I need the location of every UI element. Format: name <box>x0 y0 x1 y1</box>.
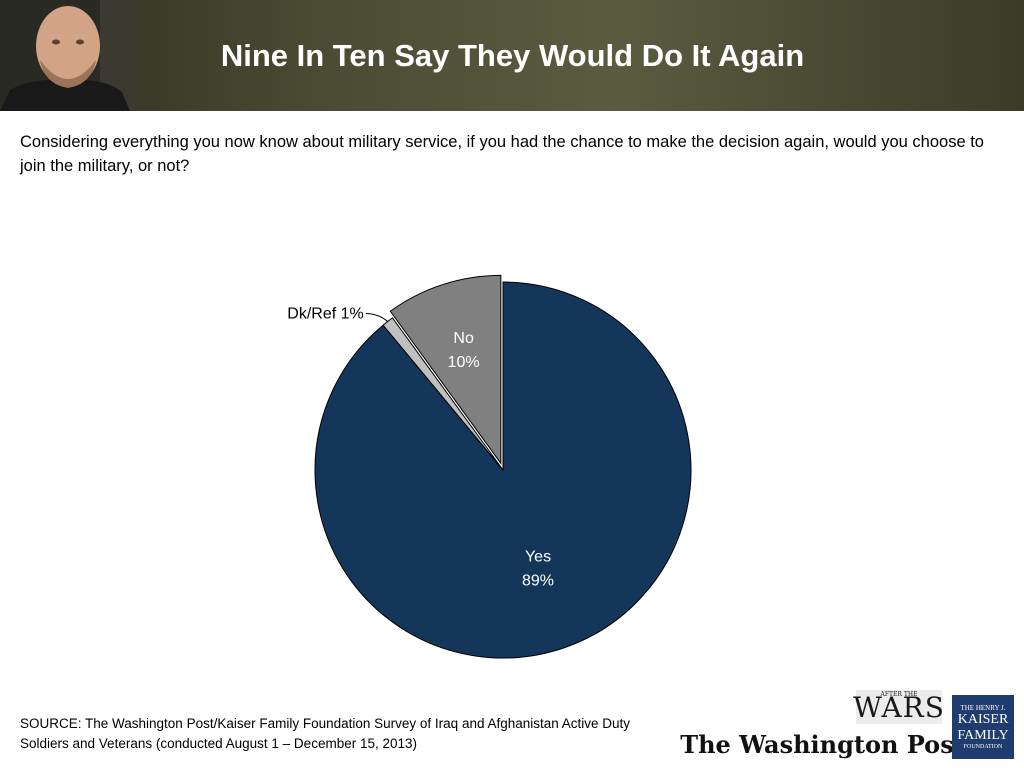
header-band <box>0 0 1024 111</box>
page-title: Nine In Ten Say They Would Do It Again <box>220 37 805 73</box>
source-note: SOURCE: The Washington Post/Kaiser Famil… <box>20 714 700 754</box>
after-the-wars-logo-small: AFTER THE <box>880 691 918 698</box>
pie-label-yes: Yes 89% <box>522 548 554 589</box>
source-line-2: Soldiers and Veterans (conducted August … <box>20 736 418 751</box>
kff-logo-line-1: THE HENRY J. <box>960 704 1006 712</box>
kff-logo-line-2: KAISER <box>957 712 1009 727</box>
pie-label-dk-ref: Dk/Ref 1% <box>287 305 363 322</box>
survey-question: Considering everything you now know abou… <box>20 133 984 175</box>
source-line-1: SOURCE: The Washington Post/Kaiser Famil… <box>20 716 631 731</box>
kff-logo-line-3: FAMILY <box>957 728 1009 743</box>
pie-label-no: No 10% <box>448 330 480 371</box>
pie-slice-no <box>389 274 502 465</box>
kaiser-family-foundation-logo: THE HENRY J. KAISER FAMILY FOUNDATION <box>952 695 1014 759</box>
washington-post-logo: The Washington Post <box>680 729 965 759</box>
pie-leader-line-dk-ref <box>365 312 389 322</box>
kff-logo-line-4: FOUNDATION <box>963 744 1003 750</box>
after-the-wars-logo-text: WARS <box>853 691 945 724</box>
portrait-photo <box>0 0 135 111</box>
after-the-wars-logo: AFTER THE WARS <box>853 690 945 724</box>
